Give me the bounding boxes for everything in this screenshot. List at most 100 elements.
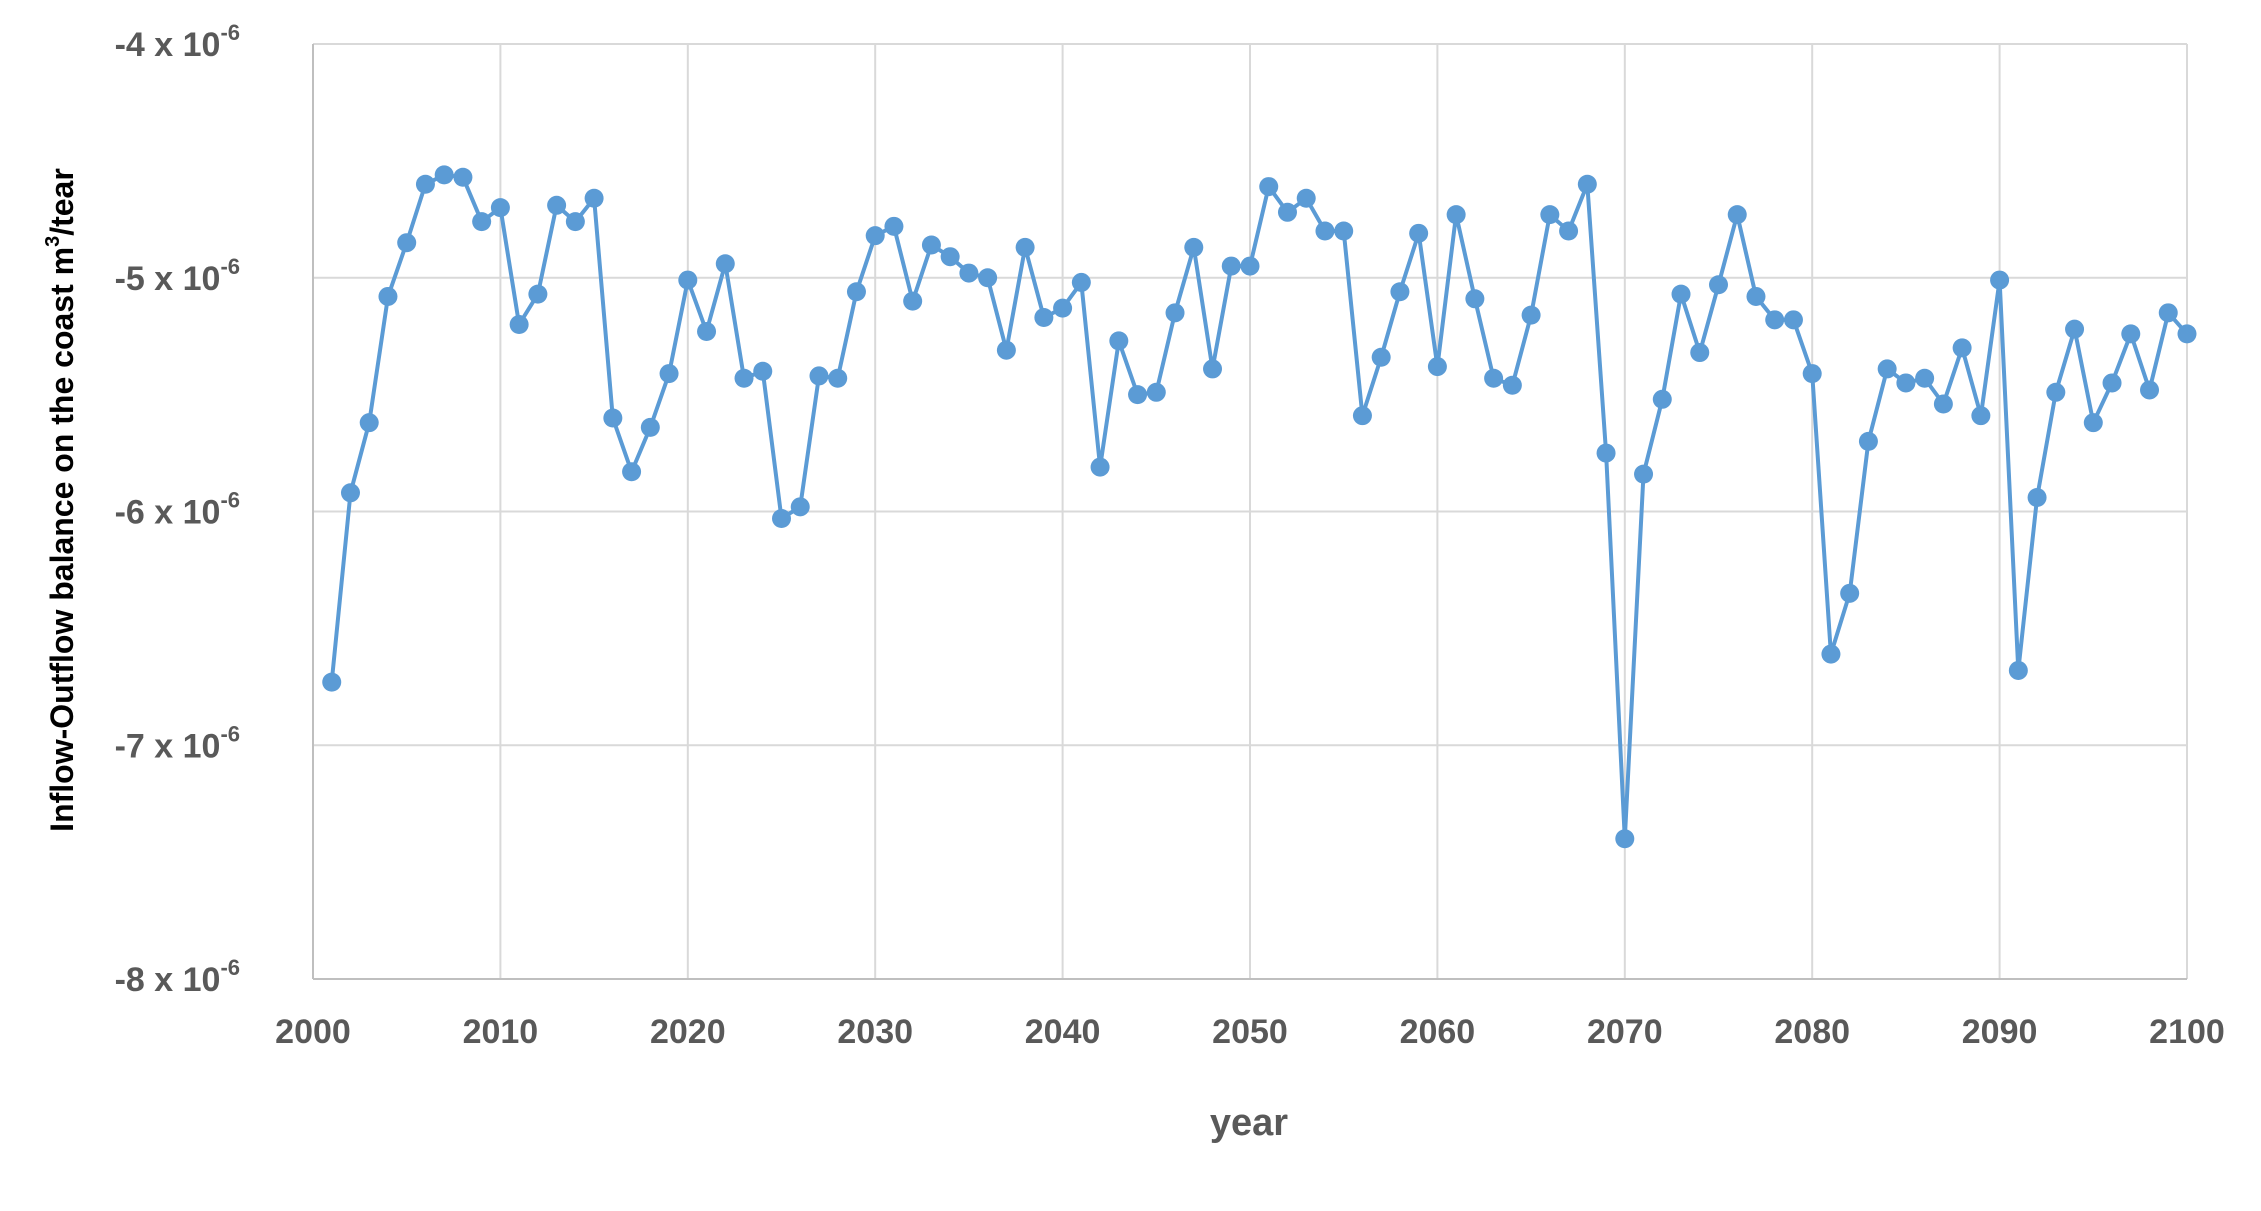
- data-point: [1427, 357, 1447, 377]
- data-point: [959, 263, 979, 283]
- data-point: [547, 195, 567, 215]
- data-point: [1652, 389, 1672, 409]
- data-point: [697, 322, 717, 342]
- x-tick-label: 2070: [1587, 1013, 1663, 1051]
- data-point: [1165, 303, 1185, 323]
- x-tick-label: 2030: [837, 1013, 913, 1051]
- data-point: [2008, 660, 2028, 680]
- gridlines: [312, 43, 2188, 980]
- data-point: [884, 216, 904, 236]
- data-point: [1296, 188, 1316, 208]
- y-axis-title-main: Inflow-Outflow balance on the coast m: [44, 247, 80, 832]
- data-point: [678, 270, 698, 290]
- data-point: [397, 233, 417, 253]
- data-point: [1634, 464, 1654, 484]
- data-point: [2140, 380, 2160, 400]
- data-point: [865, 226, 885, 246]
- y-axis-title-sup: 3: [42, 236, 64, 247]
- y-tick-label: -8 x 10-6: [115, 955, 240, 999]
- data-point: [828, 368, 848, 388]
- data-point: [1484, 368, 1504, 388]
- data-point: [622, 462, 642, 482]
- data-point: [434, 165, 454, 185]
- data-point: [1840, 583, 1860, 603]
- data-point: [1671, 284, 1691, 304]
- data-point: [415, 174, 435, 194]
- data-point: [359, 413, 379, 433]
- data-point: [1146, 382, 1166, 402]
- data-point: [1409, 223, 1429, 243]
- y-tick-label: -4 x 10-6: [115, 20, 240, 64]
- data-point: [2083, 413, 2103, 433]
- data-point: [1315, 221, 1335, 241]
- data-point: [1465, 289, 1485, 309]
- data-point: [565, 212, 585, 232]
- data-point: [1034, 307, 1054, 327]
- data-point: [509, 315, 529, 334]
- data-point: [1802, 364, 1822, 384]
- data-point: [753, 361, 773, 381]
- data-point: [1915, 368, 1935, 388]
- data-point: [1502, 375, 1522, 395]
- data-point: [2046, 382, 2066, 402]
- data-point: [584, 188, 604, 208]
- data-point: [1221, 256, 1241, 276]
- data-point: [1352, 406, 1372, 426]
- y-tick-label: -5 x 10-6: [115, 254, 240, 298]
- axes: [312, 44, 2187, 980]
- data-point: [1727, 205, 1747, 225]
- data-point: [1990, 270, 2010, 290]
- x-tick-label: 2000: [275, 1013, 351, 1051]
- series-line: [329, 172, 2189, 841]
- y-tick-label: -7 x 10-6: [115, 721, 240, 765]
- data-point: [1896, 373, 1916, 393]
- data-point: [1746, 286, 1766, 306]
- data-point: [1090, 457, 1110, 477]
- data-point: [1559, 221, 1579, 241]
- data-point: [1577, 174, 1597, 194]
- x-tick-label: 2090: [1962, 1013, 2038, 1051]
- data-point: [1390, 282, 1410, 302]
- data-point: [1259, 177, 1279, 197]
- data-point: [640, 417, 660, 437]
- data-point: [1240, 256, 1260, 276]
- data-point: [1615, 829, 1635, 849]
- data-point: [340, 483, 360, 503]
- data-point: [2065, 319, 2085, 339]
- data-point: [490, 198, 510, 218]
- x-tick-label: 2040: [1025, 1013, 1101, 1051]
- data-point: [1446, 205, 1466, 225]
- data-point: [2158, 303, 2178, 323]
- y-axis-title: Inflow-Outflow balance on the coast m3/t…: [42, 168, 80, 832]
- data-point: [659, 364, 679, 384]
- data-point: [1858, 431, 1878, 451]
- data-point: [1783, 310, 1803, 330]
- data-point: [1184, 237, 1204, 257]
- data-point: [996, 340, 1016, 360]
- data-point: [1109, 331, 1129, 351]
- data-point: [1709, 275, 1728, 295]
- data-point: [1540, 205, 1560, 225]
- data-point: [2102, 373, 2122, 393]
- data-point: [472, 212, 492, 232]
- data-point: [1765, 310, 1785, 330]
- data-point: [903, 291, 923, 311]
- data-point: [378, 286, 398, 306]
- tick-labels: 2000 2010 2020 2030 2040 2050 2060 2070 2080 2090…: [115, 20, 2225, 1051]
- data-point: [978, 268, 998, 288]
- x-tick-label: 2060: [1400, 1013, 1476, 1051]
- x-axis-title: year: [1210, 1102, 1288, 1144]
- x-tick-label: 2080: [1774, 1013, 1850, 1051]
- x-tick-label: 2020: [650, 1013, 726, 1051]
- data-point: [603, 408, 623, 428]
- data-point: [1877, 359, 1897, 379]
- data-point: [528, 284, 548, 304]
- data-point: [1971, 406, 1991, 426]
- data-point: [734, 368, 754, 388]
- data-point: [1071, 272, 1091, 292]
- y-tick-label: -6 x 10-6: [115, 488, 240, 532]
- data-point: [453, 167, 473, 187]
- data-point: [1521, 305, 1541, 325]
- data-point: [715, 254, 735, 274]
